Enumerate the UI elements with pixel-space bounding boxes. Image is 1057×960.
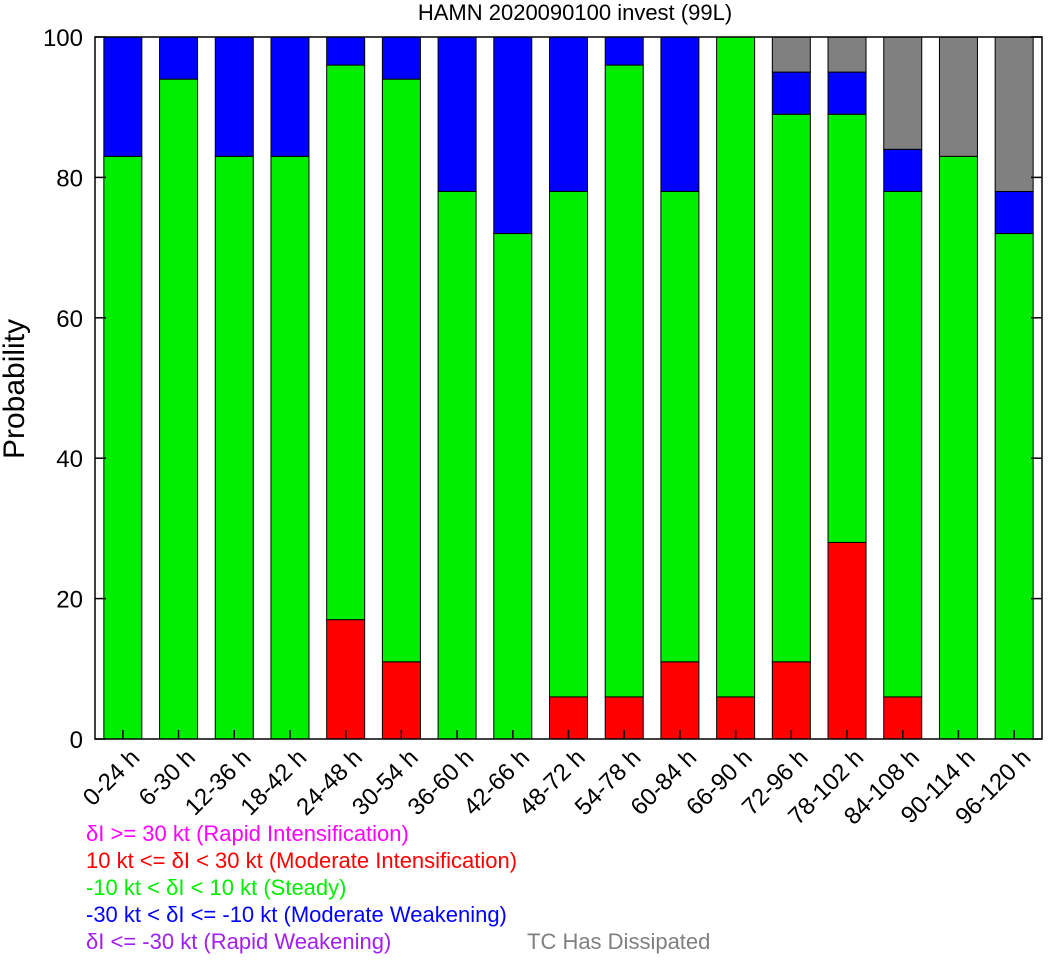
- bar-segment-moderate-weakening-0: [103, 36, 143, 157]
- bar-segment-dissipated-12: [771, 36, 811, 73]
- chart-title: HAMN 2020090100 invest (99L): [418, 0, 732, 25]
- legend-rapid-weakening: δI <= -30 kt (Rapid Weakening): [86, 929, 392, 954]
- bar-segment-steady-8: [549, 190, 588, 698]
- legend-dissipated: TC Has Dissipated: [527, 929, 711, 954]
- y-axis-label: Probability: [0, 319, 31, 459]
- bar-segment-moderate-weakening-5: [381, 36, 421, 80]
- y-tick-label-20: 20: [56, 587, 83, 614]
- bar-segment-moderate-weakening-12: [771, 71, 811, 115]
- bar-segment-moderate-weakening-6: [437, 36, 477, 192]
- bar-segment-steady-4: [326, 64, 366, 621]
- bars-group: [103, 36, 1034, 740]
- bar-segment-moderate-intensification-5: [381, 661, 421, 740]
- y-tick-label-40: 40: [56, 446, 83, 473]
- bar-segment-moderate-weakening-7: [493, 36, 533, 235]
- bar-segment-steady-15: [938, 155, 978, 740]
- bar-segment-moderate-weakening-2: [214, 36, 254, 157]
- bar-segment-moderate-weakening-13: [827, 71, 867, 115]
- bar-segment-moderate-weakening-3: [270, 36, 310, 157]
- bar-segment-steady-1: [159, 78, 199, 740]
- bar-segment-moderate-weakening-1: [159, 36, 199, 80]
- legend-rapid-intensification: δI >= 30 kt (Rapid Intensification): [86, 821, 409, 846]
- bar-segment-dissipated-13: [827, 36, 867, 73]
- bar-segment-steady-6: [437, 190, 477, 740]
- bar-segment-steady-7: [493, 233, 533, 740]
- y-tick-label-0: 0: [70, 727, 83, 754]
- bar-segment-steady-12: [771, 113, 811, 663]
- y-tick-label-100: 100: [43, 25, 83, 52]
- bar-segment-steady-13: [827, 113, 867, 543]
- bar-segment-moderate-weakening-4: [326, 36, 366, 66]
- bar-segment-dissipated-15: [938, 36, 978, 157]
- legend-moderate-intensification: 10 kt <= δI < 30 kt (Moderate Intensific…: [86, 848, 518, 873]
- bar-segment-steady-9: [604, 64, 644, 698]
- bar-segment-steady-10: [660, 190, 700, 663]
- bar-segment-dissipated-14: [883, 36, 923, 150]
- y-tick-label-60: 60: [56, 306, 83, 333]
- bar-segment-moderate-weakening-10: [660, 36, 700, 192]
- bar-segment-moderate-intensification-13: [827, 541, 867, 740]
- bar-segment-steady-14: [883, 190, 923, 698]
- bar-segment-steady-3: [270, 155, 310, 740]
- bar-segment-moderate-intensification-12: [771, 661, 811, 740]
- bar-segment-steady-2: [214, 155, 254, 740]
- bar-segment-moderate-intensification-10: [660, 661, 700, 740]
- legend-moderate-weakening: -30 kt < δI <= -10 kt (Moderate Weakenin…: [86, 902, 507, 927]
- x-tick-label-0: 0-24 h: [78, 744, 145, 811]
- bar-segment-steady-0: [103, 155, 143, 740]
- y-tick-label-80: 80: [56, 165, 83, 192]
- bar-segment-moderate-weakening-14: [883, 148, 923, 192]
- bar-segment-steady-11: [716, 36, 756, 698]
- bar-segment-moderate-weakening-16: [994, 190, 1034, 235]
- bar-segment-dissipated-16: [994, 36, 1034, 192]
- bar-segment-steady-5: [381, 78, 421, 663]
- bar-segment-moderate-weakening-8: [549, 36, 588, 192]
- bar-segment-moderate-weakening-9: [604, 36, 644, 66]
- bar-segment-moderate-intensification-4: [326, 619, 366, 740]
- bar-segment-steady-16: [994, 233, 1034, 740]
- legend-steady: -10 kt < δI < 10 kt (Steady): [86, 875, 347, 900]
